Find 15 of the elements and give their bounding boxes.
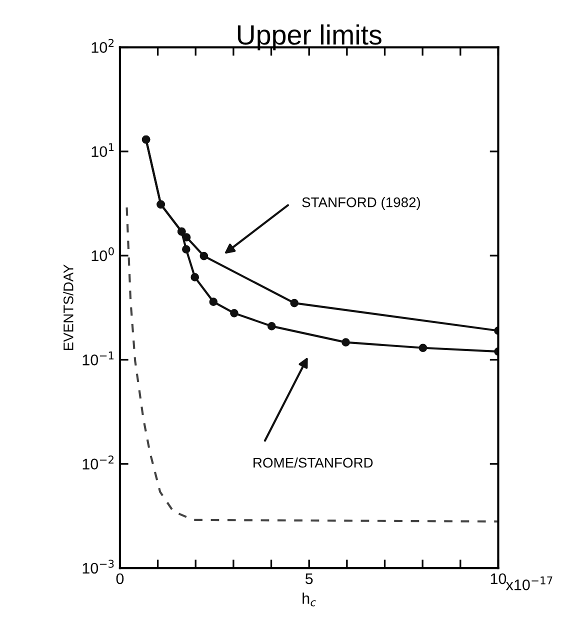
x-tick-label: 0 (116, 573, 124, 584)
y-tick-label: 10$^{2}$ (92, 38, 114, 53)
y-tick-label: 10$^{−1}$ (82, 352, 114, 366)
x-tick-label: 5 (305, 573, 313, 584)
chart-title: Upper limits (238, 24, 382, 50)
x-axis-title: h$_{c}$ (302, 592, 316, 606)
annotation: STANFORD (1982) (302, 197, 420, 210)
y-tick-label: 10$^{1}$ (92, 143, 114, 158)
x-tick-label: 10 (490, 573, 506, 584)
y-axis-title: EVENTS/DAY (63, 264, 74, 350)
annotation: ROME/STANFORD (254, 457, 373, 468)
y-tick-label: 10$^{−3}$ (82, 560, 114, 574)
y-tick-label: 10$^{0}$ (92, 247, 114, 262)
y-tick-label: 10$^{−2}$ (82, 456, 114, 470)
text: x10$^{−17}$ (506, 576, 552, 590)
